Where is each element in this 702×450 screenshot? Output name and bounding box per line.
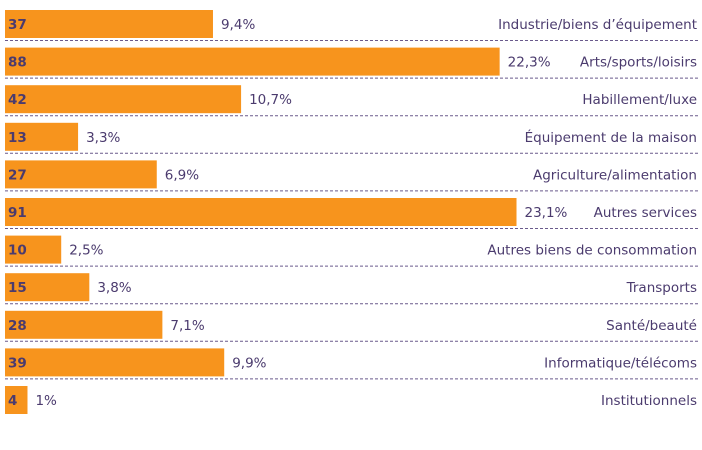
count-label: 4 bbox=[8, 393, 17, 409]
category-label: Équipement de la maison bbox=[525, 129, 697, 146]
count-label: 39 bbox=[8, 355, 27, 371]
bar bbox=[5, 235, 62, 264]
category-label: Arts/sports/loisirs bbox=[580, 55, 697, 71]
share-label: 3,3% bbox=[86, 130, 120, 146]
category-label: Santé/beauté bbox=[606, 318, 697, 334]
share-label: 3,8% bbox=[97, 280, 131, 296]
count-label: 42 bbox=[8, 92, 27, 108]
category-label: Informatique/télécoms bbox=[544, 355, 697, 371]
share-label: 1% bbox=[35, 393, 57, 409]
count-label: 13 bbox=[8, 130, 27, 146]
bar bbox=[5, 348, 225, 377]
category-label: Transports bbox=[626, 280, 697, 296]
bar bbox=[5, 122, 79, 151]
category-label: Institutionnels bbox=[601, 393, 697, 409]
category-label: Autres services bbox=[594, 205, 697, 221]
share-label: 23,1% bbox=[525, 205, 568, 221]
bar bbox=[5, 10, 213, 38]
bar bbox=[5, 386, 28, 414]
count-label: 91 bbox=[8, 205, 27, 221]
share-label: 6,9% bbox=[165, 167, 199, 183]
category-label: Autres biens de consommation bbox=[487, 243, 697, 259]
category-label: Habillement/luxe bbox=[582, 92, 697, 108]
bar bbox=[5, 47, 500, 76]
share-label: 2,5% bbox=[69, 243, 103, 259]
count-label: 15 bbox=[8, 280, 27, 296]
share-label: 9,4% bbox=[221, 17, 255, 33]
bar bbox=[5, 198, 517, 226]
count-label: 88 bbox=[8, 55, 27, 71]
share-label: 22,3% bbox=[508, 55, 551, 71]
share-label: 10,7% bbox=[249, 92, 292, 108]
category-label: Industrie/biens d’équipement bbox=[498, 17, 697, 33]
count-label: 27 bbox=[8, 167, 27, 183]
share-label: 7,1% bbox=[170, 318, 204, 334]
bar bbox=[5, 273, 90, 302]
count-label: 10 bbox=[8, 243, 27, 259]
count-label: 28 bbox=[8, 318, 27, 334]
share-label: 9,9% bbox=[232, 355, 266, 371]
count-label: 37 bbox=[8, 17, 27, 33]
bar bbox=[5, 85, 242, 114]
bar bbox=[5, 160, 157, 189]
category-label: Agriculture/alimentation bbox=[533, 167, 697, 183]
bar bbox=[5, 310, 163, 339]
